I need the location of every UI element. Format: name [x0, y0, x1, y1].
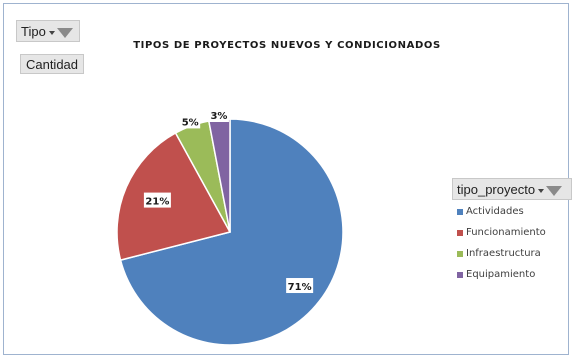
legend-swatch [457, 271, 463, 278]
legend-swatch [457, 208, 463, 215]
legend-item-infraestructura: Infraestructura [457, 248, 541, 259]
data-label-text: 71% [288, 282, 312, 293]
chart-title: TIPOS DE PROYECTOS NUEVOS Y CONDICIONADO… [133, 40, 441, 51]
data-label-text: 3% [210, 111, 227, 122]
dropdown-arrow-icon [538, 188, 545, 193]
dropdown-arrow-icon [48, 30, 55, 35]
tipo-filter-button[interactable]: Tipo [16, 20, 80, 42]
legend-item-funcionamiento: Funcionamiento [457, 227, 546, 238]
data-label-box [143, 192, 171, 208]
data-label-box [180, 113, 201, 129]
pie-slice-funcionamiento[interactable] [116, 131, 232, 262]
data-label-box [286, 278, 314, 294]
data-label-box [208, 107, 229, 123]
tipo-proyecto-legend-field-button[interactable]: tipo_proyecto [452, 178, 572, 200]
legend-item-equipamiento: Equipamiento [457, 269, 535, 280]
legend-label: Infraestructura [466, 248, 541, 259]
filter-funnel-icon [56, 28, 73, 38]
tipo-filter-label: Tipo [21, 23, 46, 39]
legend-label: Actividades [466, 206, 524, 217]
data-label-infraestructura: 5% [180, 113, 201, 129]
data-label-text: 21% [145, 197, 169, 208]
legend-label: Equipamiento [466, 269, 536, 280]
data-label-funcionamiento: 21% [143, 192, 171, 208]
filter-funnel-icon [546, 186, 563, 196]
legend-item-actividades: Actividades [457, 206, 524, 217]
legend-swatch [457, 250, 463, 257]
legend-label: Funcionamiento [466, 227, 546, 238]
legend-swatch [457, 229, 463, 236]
cantidad-value-label: Cantidad [25, 56, 79, 72]
data-label-equipamiento: 3% [208, 107, 229, 123]
cantidad-value-button[interactable]: Cantidad [20, 54, 84, 74]
legend-field-label: tipo_proyecto [457, 181, 536, 197]
data-label-actividades: 71% [286, 278, 314, 294]
data-label-text: 5% [182, 117, 199, 128]
